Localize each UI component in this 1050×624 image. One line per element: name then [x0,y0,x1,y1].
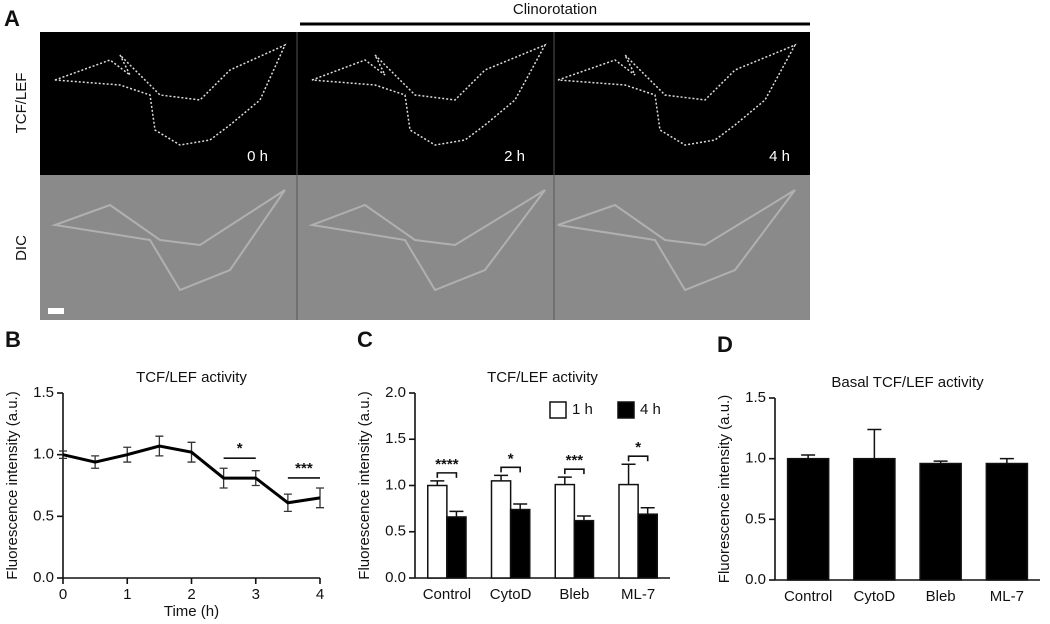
cell-outlines [54,43,797,146]
error-bar [640,506,655,515]
significance-label: **** [435,456,459,473]
bar [427,484,448,579]
y-axis-label: Fluorescence intensity (a.u.) [356,391,373,579]
y-tick-label: 0.0 [745,571,766,588]
treatment-label: Clinorotation [513,1,597,18]
error-bar [557,476,572,485]
bar [509,508,531,579]
significance-label: * [237,440,243,457]
time-label: 0 h [247,148,268,165]
y-axis-label: Fluorescence intensity (a.u.) [716,395,733,583]
y-tick-label: 0.0 [33,569,54,586]
row-label: TCF/LEF [13,73,30,134]
bar [985,462,1029,581]
chart-title: TCF/LEF activity [487,369,598,386]
panel-label: B [5,327,21,352]
x-tick-label: CytoD [490,586,532,603]
time-label: 2 h [504,148,525,165]
bar [554,483,576,579]
significance-label: *** [566,452,584,469]
legend-label: 1 h [572,401,593,418]
y-tick-label: 0.0 [385,569,406,586]
scale-bar [48,308,64,314]
row-label: DIC [13,235,30,261]
x-tick-label: 1 [123,586,131,603]
x-tick-label: 4 [316,586,324,603]
x-tick-label: CytoD [854,588,896,605]
error-bar [999,457,1014,464]
y-tick-label: 1.5 [385,430,406,447]
dic-cells [51,189,796,292]
bar [919,462,962,581]
significance-bracket [564,468,585,475]
bar [637,513,658,579]
y-tick-label: 2.0 [385,384,406,401]
error-bar [867,428,882,459]
chart-title: TCF/LEF activity [136,369,247,386]
significance-label: * [508,450,514,467]
x-tick-label: ML-7 [621,586,655,603]
significance-bracket [627,455,649,462]
legend-swatch [549,401,567,419]
panel-a: A Clinorotation TCF/LEF DIC 0 h 2 h 4 h [4,1,810,320]
significance-bracket [436,472,458,478]
x-tick-label: 3 [252,586,260,603]
y-tick-label: 1.5 [33,384,54,401]
y-tick-label: 1.0 [33,446,54,463]
time-label: 4 h [769,148,790,165]
chart-title: Basal TCF/LEF activity [831,374,984,391]
y-tick-label: 0.5 [33,507,54,524]
y-tick-label: 1.5 [745,389,766,406]
error-bar [576,515,591,521]
y-tick-label: 0.5 [385,523,406,540]
bar [853,457,896,581]
x-tick-label: 0 [59,586,67,603]
x-tick-label: ML-7 [990,588,1024,605]
x-tick-label: 2 [187,586,195,603]
legend-label: 4 h [640,401,661,418]
fluorescence-image [40,32,810,175]
panel-label: D [717,332,733,357]
bar [573,519,595,579]
error-bar [449,510,464,517]
dic-image [40,175,810,320]
panel-label: A [4,6,20,31]
legend-swatch [617,401,635,419]
error-bar [621,463,636,485]
y-tick-label: 1.0 [745,450,766,467]
significance-label: *** [295,460,313,477]
bar [490,480,512,579]
x-tick-label: Bleb [926,588,956,605]
x-tick-label: Bleb [559,586,589,603]
bar [786,457,830,581]
y-tick-label: 1.0 [385,476,406,493]
error-bar [513,503,528,510]
bar [618,483,639,579]
bar [446,516,467,579]
significance-bracket [500,466,521,473]
error-bar [494,474,509,481]
panel-label: C [357,327,373,352]
x-axis-label: Time (h) [164,603,219,620]
significance-label: * [635,439,641,456]
x-tick-label: Control [784,588,832,605]
y-axis-label: Fluorescence intensity (a.u.) [4,391,21,579]
error-bar [430,480,445,486]
x-tick-label: Control [423,586,471,603]
y-tick-label: 0.5 [745,510,766,527]
line [62,444,321,505]
